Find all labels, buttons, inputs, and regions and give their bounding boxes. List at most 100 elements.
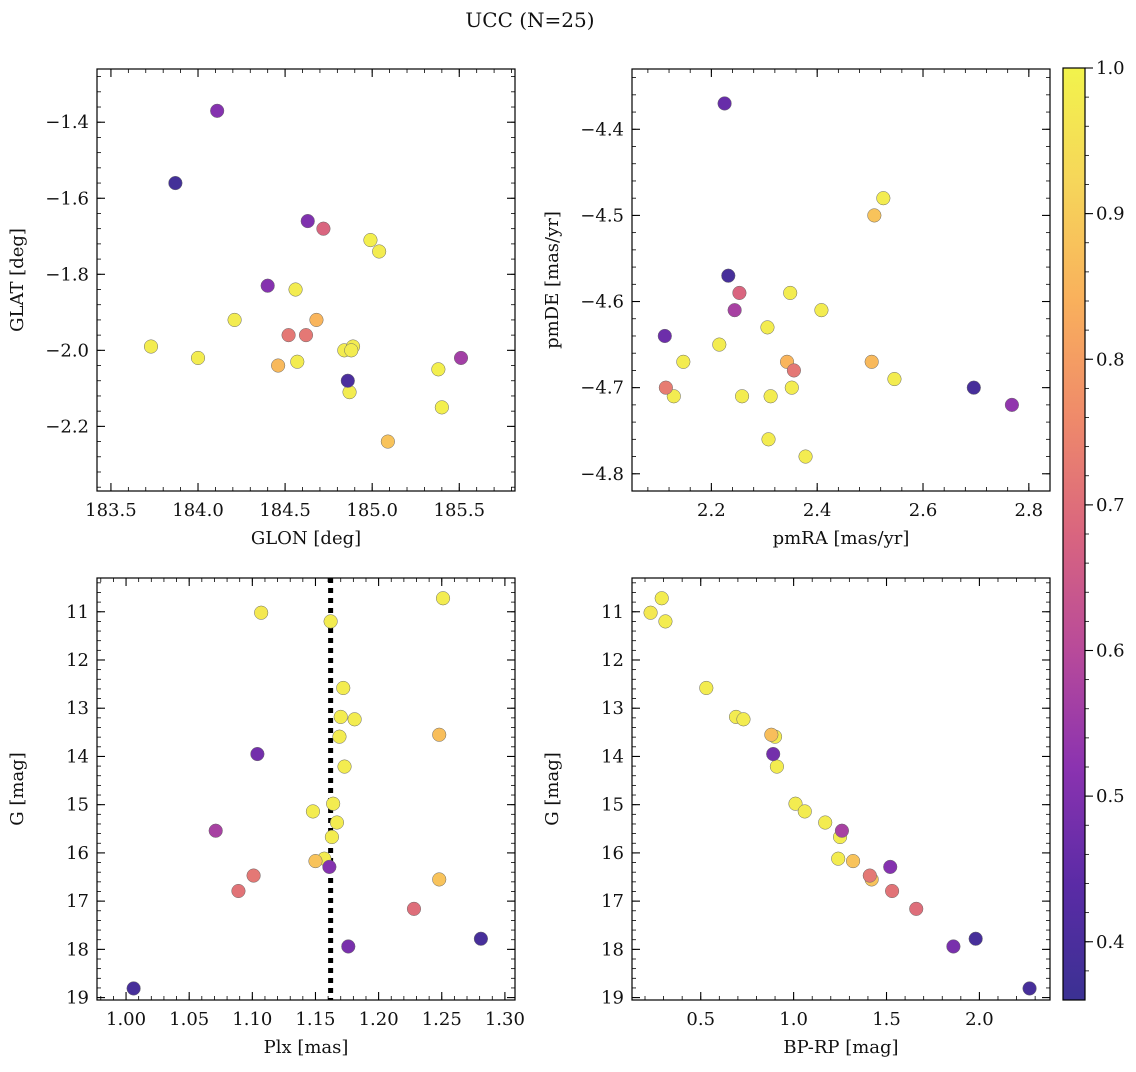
axes-pmra-pmde: 2.2 2.4 2.6 2.8 −4.4 −4.5 −4.6 −4.7 −4.8 pmRA [ma…: [542, 68, 1051, 549]
data-point: [846, 854, 861, 869]
y-tick-label: 11: [601, 602, 624, 623]
data-point: [168, 176, 183, 191]
y-tick-label: 16: [66, 843, 89, 864]
data-point: [324, 829, 339, 845]
data-point: [797, 804, 812, 819]
data-point: [341, 939, 356, 954]
data-point: [968, 931, 983, 946]
colorbar-tick-label: 0.7: [1096, 495, 1125, 516]
data-point: [406, 901, 422, 916]
y-axis-label: G [mag]: [542, 752, 563, 825]
y-tick-label: 19: [601, 988, 624, 1009]
data-point: [818, 815, 833, 830]
axes-frame: [631, 577, 1051, 1001]
data-point: [288, 282, 303, 297]
data-point: [885, 883, 900, 899]
x-tick-label: 2.8: [1015, 500, 1044, 521]
data-point: [657, 328, 672, 344]
x-tick-label: 2.4: [803, 500, 832, 521]
figure-title: UCC (N=25): [465, 8, 595, 32]
data-point: [260, 278, 275, 293]
data-point: [864, 354, 879, 369]
data-point: [786, 363, 801, 378]
x-tick-label: 1.25: [422, 1009, 462, 1030]
y-tick-label: −4.4: [580, 119, 624, 140]
data-point: [250, 746, 265, 762]
data-point: [760, 320, 775, 335]
x-axis-label: GLON [deg]: [251, 528, 361, 549]
data-point: [453, 350, 469, 365]
data-point: [658, 380, 673, 395]
x-axis-label: pmRA [mas/yr]: [773, 528, 910, 549]
data-point: [798, 449, 813, 464]
data-point: [435, 591, 451, 606]
data-point: [316, 221, 331, 236]
data-point: [643, 605, 658, 620]
x-tick-label: 2.2: [697, 500, 726, 521]
x-tick-label: 1.0: [779, 1009, 808, 1030]
y-tick-label: −1.4: [45, 112, 89, 133]
data-point: [473, 931, 488, 946]
x-tick-label: 185.5: [434, 500, 486, 521]
data-point: [210, 103, 225, 118]
data-point: [831, 851, 846, 866]
data-point: [732, 285, 747, 300]
data-point: [883, 859, 898, 874]
data-point: [862, 868, 877, 883]
y-tick-label: 14: [601, 746, 624, 767]
data-point: [717, 96, 732, 111]
data-point: [431, 362, 446, 377]
y-tick-label: 15: [66, 795, 89, 816]
data-point: [432, 872, 447, 887]
data-point: [336, 680, 351, 696]
data-point: [784, 380, 799, 395]
y-tick-label: 13: [66, 698, 89, 719]
colorbar-tick-label: 0.4: [1096, 932, 1125, 953]
y-tick-label: −4.5: [580, 205, 624, 226]
data-point: [736, 712, 751, 727]
y-tick-label: −4.8: [580, 464, 624, 485]
data-point: [966, 380, 981, 395]
y-axis-label: GLAT [deg]: [7, 228, 28, 332]
data-point: [712, 337, 727, 352]
x-tick-label: 1.5: [872, 1009, 901, 1030]
data-point: [332, 729, 347, 744]
data-point: [329, 815, 344, 830]
data-point: [300, 214, 315, 229]
data-point: [337, 759, 352, 774]
colorbar-tick-label: 1.0: [1096, 58, 1125, 79]
data-point: [380, 434, 395, 449]
y-tick-label: −1.8: [45, 264, 89, 285]
data-point: [727, 303, 742, 318]
data-point: [340, 373, 355, 388]
y-tick-label: −4.6: [580, 292, 624, 313]
x-tick-label: 183.5: [85, 500, 137, 521]
x-tick-label: 185.0: [346, 500, 398, 521]
x-axis-label: Plx [mas]: [264, 1037, 349, 1058]
colorbar-tick-label: 0.6: [1096, 641, 1125, 662]
y-tick-label: 12: [66, 650, 89, 671]
y-tick-label: 11: [66, 602, 89, 623]
y-tick-label: 17: [66, 891, 89, 912]
data-point: [347, 712, 362, 727]
data-point: [254, 605, 269, 620]
data-point: [246, 868, 261, 883]
axes-frame: [631, 68, 1051, 492]
data-point: [834, 823, 849, 838]
data-point: [344, 343, 359, 358]
data-point: [721, 268, 736, 283]
y-tick-label: 16: [601, 843, 624, 864]
data-point: [308, 854, 323, 869]
data-point: [876, 191, 891, 206]
x-tick-label: 184.0: [172, 500, 224, 521]
data-point: [654, 591, 669, 606]
x-tick-label: 0.5: [686, 1009, 715, 1030]
y-tick-label: 14: [66, 746, 89, 767]
colorbar-tick-label: 0.8: [1096, 349, 1125, 370]
data-point: [1022, 981, 1037, 996]
data-point: [305, 804, 320, 819]
data-point: [763, 389, 778, 404]
data-point: [231, 883, 246, 899]
data-point: [1004, 397, 1019, 412]
x-tick-label: 1.20: [359, 1009, 399, 1030]
